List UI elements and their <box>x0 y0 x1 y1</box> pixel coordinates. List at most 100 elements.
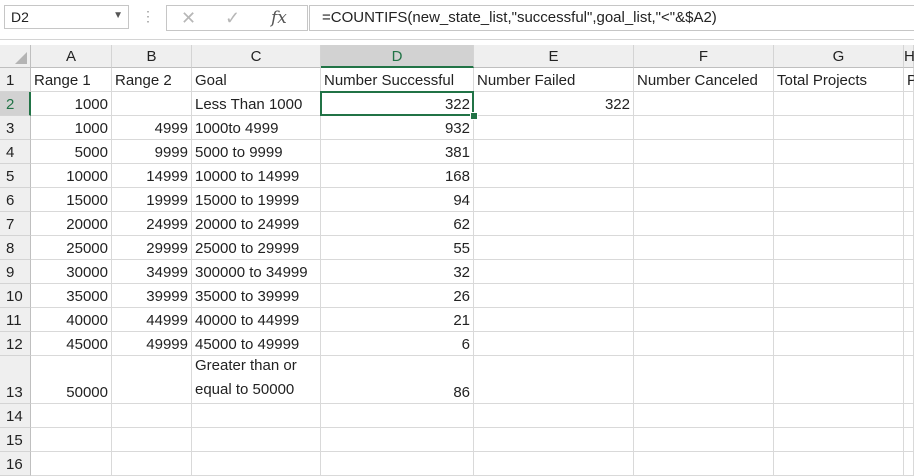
column-header-e[interactable]: E <box>474 45 634 68</box>
cell-d5[interactable]: 168 <box>321 164 474 188</box>
cell-g14[interactable] <box>774 404 904 428</box>
cell-f15[interactable] <box>634 428 774 452</box>
row-header-1[interactable]: 1 <box>0 68 31 92</box>
cell-g9[interactable] <box>774 260 904 284</box>
cell-a13[interactable]: 50000 <box>31 356 112 404</box>
cell-c11[interactable]: 40000 to 44999 <box>192 308 321 332</box>
cell-b3[interactable]: 4999 <box>112 116 192 140</box>
cancel-icon[interactable]: ✕ <box>181 8 197 28</box>
cell-h11[interactable] <box>904 308 914 332</box>
cell-c4[interactable]: 5000 to 9999 <box>192 140 321 164</box>
cell-h5[interactable] <box>904 164 914 188</box>
cell-f2[interactable] <box>634 92 774 116</box>
row-header-6[interactable]: 6 <box>0 188 31 212</box>
cell-c2[interactable]: Less Than 1000 <box>192 92 321 116</box>
cell-f16[interactable] <box>634 452 774 476</box>
cell-f14[interactable] <box>634 404 774 428</box>
cell-a6[interactable]: 15000 <box>31 188 112 212</box>
cell-h9[interactable] <box>904 260 914 284</box>
formula-input[interactable]: =COUNTIFS(new_state_list,"successful",go… <box>309 5 914 31</box>
cell-c13[interactable]: Greater than or equal to 50000 <box>192 356 321 404</box>
cell-f13[interactable] <box>634 356 774 404</box>
cell-b11[interactable]: 44999 <box>112 308 192 332</box>
cell-e11[interactable] <box>474 308 634 332</box>
cell-c12[interactable]: 45000 to 49999 <box>192 332 321 356</box>
cell-h2[interactable] <box>904 92 914 116</box>
cell-e2[interactable]: 322 <box>474 92 634 116</box>
row-header-8[interactable]: 8 <box>0 236 31 260</box>
row-header-7[interactable]: 7 <box>0 212 31 236</box>
cell-d4[interactable]: 381 <box>321 140 474 164</box>
cell-a4[interactable]: 5000 <box>31 140 112 164</box>
drag-handle-icon[interactable]: ⋮ <box>141 8 155 24</box>
cell-e16[interactable] <box>474 452 634 476</box>
cell-a2[interactable]: 1000 <box>31 92 112 116</box>
cell-e15[interactable] <box>474 428 634 452</box>
cell-g16[interactable] <box>774 452 904 476</box>
cell-e6[interactable] <box>474 188 634 212</box>
cell-a7[interactable]: 20000 <box>31 212 112 236</box>
cell-e12[interactable] <box>474 332 634 356</box>
cell-b8[interactable]: 29999 <box>112 236 192 260</box>
cell-d7[interactable]: 62 <box>321 212 474 236</box>
cell-g15[interactable] <box>774 428 904 452</box>
row-header-10[interactable]: 10 <box>0 284 31 308</box>
cell-h7[interactable] <box>904 212 914 236</box>
cell-b5[interactable]: 14999 <box>112 164 192 188</box>
row-header-16[interactable]: 16 <box>0 452 31 476</box>
cell-f5[interactable] <box>634 164 774 188</box>
cell-d8[interactable]: 55 <box>321 236 474 260</box>
cell-f8[interactable] <box>634 236 774 260</box>
cell-c7[interactable]: 20000 to 24999 <box>192 212 321 236</box>
cell-a12[interactable]: 45000 <box>31 332 112 356</box>
cell-f3[interactable] <box>634 116 774 140</box>
cell-h6[interactable] <box>904 188 914 212</box>
cell-f1[interactable]: Number Canceled <box>634 68 774 92</box>
row-header-5[interactable]: 5 <box>0 164 31 188</box>
cell-e4[interactable] <box>474 140 634 164</box>
cell-a15[interactable] <box>31 428 112 452</box>
insert-function-icon[interactable]: fx <box>271 8 287 28</box>
cell-e7[interactable] <box>474 212 634 236</box>
cell-b16[interactable] <box>112 452 192 476</box>
cell-d14[interactable] <box>321 404 474 428</box>
cell-e3[interactable] <box>474 116 634 140</box>
column-header-d[interactable]: D <box>321 45 474 68</box>
cell-f6[interactable] <box>634 188 774 212</box>
cell-c5[interactable]: 10000 to 14999 <box>192 164 321 188</box>
cell-b9[interactable]: 34999 <box>112 260 192 284</box>
row-header-11[interactable]: 11 <box>0 308 31 332</box>
cell-c14[interactable] <box>192 404 321 428</box>
cell-e10[interactable] <box>474 284 634 308</box>
cell-d12[interactable]: 6 <box>321 332 474 356</box>
row-header-12[interactable]: 12 <box>0 332 31 356</box>
cell-g13[interactable] <box>774 356 904 404</box>
cell-f10[interactable] <box>634 284 774 308</box>
cell-a10[interactable]: 35000 <box>31 284 112 308</box>
cell-d1[interactable]: Number Successful <box>321 68 474 92</box>
cell-g1[interactable]: Total Projects <box>774 68 904 92</box>
cell-e13[interactable] <box>474 356 634 404</box>
cell-f12[interactable] <box>634 332 774 356</box>
cell-e8[interactable] <box>474 236 634 260</box>
cell-h1[interactable]: P <box>904 68 914 92</box>
cell-c3[interactable]: 1000to 4999 <box>192 116 321 140</box>
cell-e14[interactable] <box>474 404 634 428</box>
row-header-2[interactable]: 2 <box>0 92 31 116</box>
cell-d3[interactable]: 932 <box>321 116 474 140</box>
cell-d11[interactable]: 21 <box>321 308 474 332</box>
cell-d15[interactable] <box>321 428 474 452</box>
cell-b4[interactable]: 9999 <box>112 140 192 164</box>
cell-d6[interactable]: 94 <box>321 188 474 212</box>
cell-g6[interactable] <box>774 188 904 212</box>
cell-f11[interactable] <box>634 308 774 332</box>
cell-c1[interactable]: Goal <box>192 68 321 92</box>
cell-h14[interactable] <box>904 404 914 428</box>
column-header-g[interactable]: G <box>774 45 904 68</box>
cell-b2[interactable] <box>112 92 192 116</box>
cell-c9[interactable]: 300000 to 34999 <box>192 260 321 284</box>
cell-b14[interactable] <box>112 404 192 428</box>
cell-b10[interactable]: 39999 <box>112 284 192 308</box>
cell-b6[interactable]: 19999 <box>112 188 192 212</box>
name-box[interactable]: D2 ▼ <box>4 5 129 29</box>
